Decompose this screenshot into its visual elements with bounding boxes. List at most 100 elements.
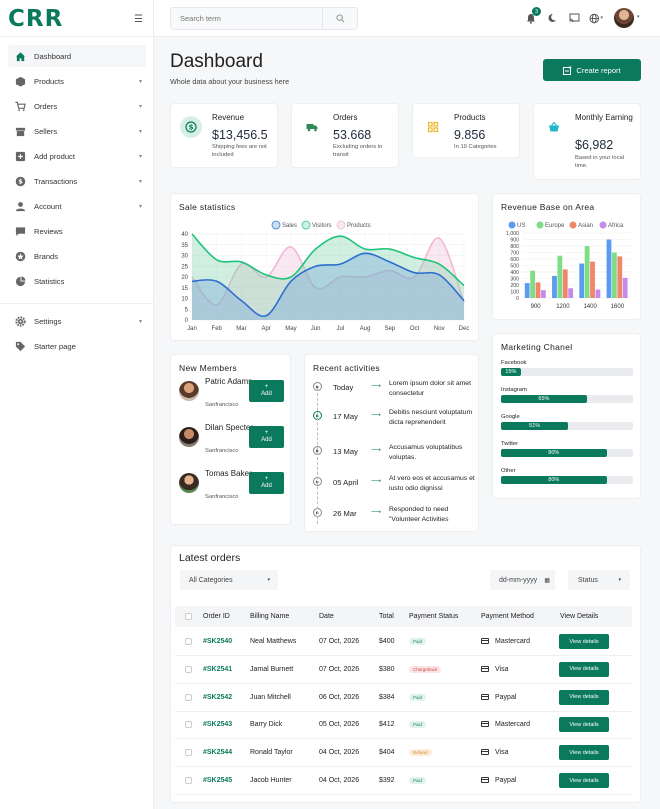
create-report-button[interactable]: Create report bbox=[543, 59, 641, 81]
sidebar-item-dashboard[interactable]: Dashboard bbox=[8, 45, 146, 67]
order-total: $400 bbox=[379, 638, 395, 645]
category-filter[interactable]: All Categories ▾ bbox=[180, 570, 278, 590]
stat-note: Shipping fees are not included bbox=[212, 144, 267, 158]
chevron-down-icon[interactable]: ▾ bbox=[637, 14, 640, 20]
order-id-link[interactable]: #SK2541 bbox=[203, 665, 233, 673]
status-filter[interactable]: Status ▾ bbox=[568, 570, 630, 590]
sidebar-item-account[interactable]: Account ▾ bbox=[8, 195, 146, 217]
bar-asian-1600[interactable] bbox=[617, 256, 623, 298]
recent-activities-card: Recent activities ▶ Today ⟶ Lorem ipsum dol… bbox=[304, 354, 479, 532]
order-id-link[interactable]: #SK2542 bbox=[203, 693, 233, 701]
progress-track: 51% bbox=[501, 422, 633, 430]
row-checkbox[interactable] bbox=[185, 638, 192, 645]
row-checkbox[interactable] bbox=[185, 721, 192, 729]
bar-africa-1600[interactable] bbox=[622, 277, 628, 298]
bar-us-1200[interactable] bbox=[552, 275, 557, 298]
bar-africa-1400[interactable] bbox=[595, 289, 601, 298]
legend-swatch-sales[interactable] bbox=[271, 220, 281, 230]
menu-collapse-icon[interactable]: ☰ bbox=[134, 14, 143, 25]
order-id-link[interactable]: #SK2544 bbox=[203, 749, 233, 757]
bar-us-900[interactable] bbox=[524, 283, 530, 298]
bar-us-1600[interactable] bbox=[606, 239, 612, 299]
member-location: Sanfrancisco bbox=[205, 494, 239, 500]
order-date: 07 Oct, 2026 bbox=[319, 665, 360, 673]
order-id-link[interactable]: #SK2543 bbox=[203, 721, 233, 729]
date-filter[interactable]: dd-mm-yyyy ▦ bbox=[490, 570, 555, 590]
legend-swatch-europe[interactable] bbox=[536, 221, 544, 229]
cast-button[interactable] bbox=[567, 11, 581, 25]
sidebar-item-brands[interactable]: Brands bbox=[8, 245, 146, 267]
stat-card-orders: Orders 53.668 Excluding orders in transit bbox=[291, 103, 399, 168]
language-button[interactable]: ▾ bbox=[589, 11, 603, 25]
calendar-icon: ▦ bbox=[544, 577, 550, 584]
activity-text: Accusamus voluptatibus voluptas. bbox=[389, 444, 463, 461]
row-checkbox[interactable] bbox=[185, 665, 192, 673]
view-details-button[interactable]: View details bbox=[559, 717, 609, 733]
sidebar-item-transactions[interactable]: $ Transactions ▾ bbox=[8, 170, 146, 192]
sidebar-item-settings[interactable]: Settings ▾ bbox=[8, 310, 146, 332]
view-details-button[interactable]: View details bbox=[559, 634, 609, 649]
stat-label: Monthly Earning bbox=[575, 113, 633, 122]
sidebar-item-add-product[interactable]: Add product ▾ bbox=[8, 145, 146, 167]
add-member-button[interactable]: + Add bbox=[249, 426, 284, 448]
legend-swatch-asian[interactable] bbox=[569, 221, 577, 229]
select-all-checkbox[interactable] bbox=[185, 613, 192, 620]
order-id-link[interactable]: #SK2540 bbox=[203, 638, 233, 645]
theme-toggle-button[interactable] bbox=[545, 11, 559, 25]
truck-icon bbox=[301, 116, 323, 138]
bar-europe-900[interactable] bbox=[530, 270, 536, 298]
order-id-link[interactable]: #SK2545 bbox=[203, 777, 233, 784]
sidebar-item-products[interactable]: Products ▾ bbox=[8, 70, 146, 92]
bar-africa-900[interactable] bbox=[541, 290, 546, 298]
row-checkbox[interactable] bbox=[185, 749, 192, 757]
bar-africa-1200[interactable] bbox=[568, 288, 574, 298]
view-details-button[interactable]: View details bbox=[559, 689, 609, 705]
bar-us-1400[interactable] bbox=[579, 263, 585, 298]
activity-text: Debitis nesciunt voluptatum dicta repreh… bbox=[389, 409, 473, 426]
table-row: #SK2544 Ronald Taylor 04 Oct, 2026 $404 Refu… bbox=[175, 739, 632, 768]
view-details-button[interactable]: View details bbox=[559, 773, 609, 788]
table-row: #SK2542 Juan Mitchell 06 Oct, 2026 $384 Paid… bbox=[175, 684, 632, 712]
member-avatar bbox=[179, 473, 199, 493]
bar-asian-1200[interactable] bbox=[562, 269, 568, 298]
bar-europe-1400[interactable] bbox=[584, 246, 590, 298]
brand-logo[interactable]: CRR bbox=[8, 6, 64, 32]
sidebar-item-starter-page[interactable]: Starter page bbox=[8, 335, 146, 357]
stat-note: In 19 Categories bbox=[454, 144, 497, 150]
stat-label: Products bbox=[454, 113, 486, 122]
order-total: $384 bbox=[379, 693, 395, 701]
legend-swatch-products[interactable] bbox=[336, 220, 346, 230]
timeline-line bbox=[317, 388, 318, 524]
bar-europe-1600[interactable] bbox=[611, 252, 617, 299]
legend-swatch-visitors[interactable] bbox=[301, 220, 311, 230]
col-date: Date bbox=[319, 613, 334, 620]
row-checkbox[interactable] bbox=[185, 693, 192, 701]
x-tick-label: Mar bbox=[236, 326, 246, 332]
search-button[interactable] bbox=[322, 8, 357, 29]
search-input[interactable] bbox=[171, 8, 323, 29]
user-avatar[interactable] bbox=[614, 8, 634, 28]
bar-europe-1200[interactable] bbox=[557, 255, 563, 298]
add-member-button[interactable]: + Add bbox=[249, 380, 284, 402]
legend-swatch-africa[interactable] bbox=[599, 221, 607, 229]
view-details-button[interactable]: View details bbox=[559, 661, 609, 677]
bar-asian-900[interactable] bbox=[535, 282, 541, 298]
view-details-button[interactable]: View details bbox=[559, 745, 609, 761]
marketing-label: Twitter bbox=[501, 441, 519, 447]
sidebar-item-orders[interactable]: Orders ▾ bbox=[8, 95, 146, 117]
stat-card-monthly-earning: Monthly Earning $6,982 Based in your local… bbox=[533, 103, 641, 180]
sidebar-item-statistics[interactable]: Statistics bbox=[8, 270, 146, 292]
row-checkbox[interactable] bbox=[185, 777, 192, 784]
sidebar-item-sellers[interactable]: Sellers ▾ bbox=[8, 120, 146, 142]
arrow-right-icon: ⟶ bbox=[371, 509, 382, 516]
add-member-button[interactable]: + Add bbox=[249, 472, 284, 494]
notification-button[interactable]: 3 bbox=[524, 7, 541, 25]
x-tick-label: 1200 bbox=[556, 304, 570, 310]
marketing-label: Other bbox=[501, 468, 516, 474]
progress-track: 80% bbox=[501, 476, 633, 484]
bar-asian-1400[interactable] bbox=[590, 261, 595, 298]
order-date: 05 Oct, 2026 bbox=[319, 721, 360, 729]
legend-swatch-us[interactable] bbox=[508, 221, 516, 229]
x-tick-label: Dec bbox=[459, 326, 470, 332]
sidebar-item-reviews[interactable]: Reviews bbox=[8, 220, 146, 242]
